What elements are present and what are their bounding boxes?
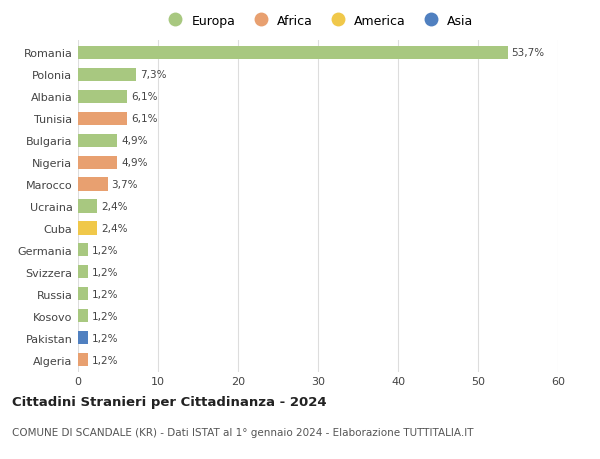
Text: 6,1%: 6,1% xyxy=(131,92,157,102)
Text: 2,4%: 2,4% xyxy=(101,224,128,234)
Text: 1,2%: 1,2% xyxy=(92,333,118,343)
Text: Cittadini Stranieri per Cittadinanza - 2024: Cittadini Stranieri per Cittadinanza - 2… xyxy=(12,395,326,408)
Text: 1,2%: 1,2% xyxy=(92,355,118,365)
Bar xyxy=(78,156,117,169)
Text: 3,7%: 3,7% xyxy=(112,179,138,190)
Text: 4,9%: 4,9% xyxy=(121,136,148,146)
Bar xyxy=(78,134,117,147)
Bar xyxy=(78,112,127,126)
Bar xyxy=(78,47,508,60)
Text: COMUNE DI SCANDALE (KR) - Dati ISTAT al 1° gennaio 2024 - Elaborazione TUTTITALI: COMUNE DI SCANDALE (KR) - Dati ISTAT al … xyxy=(12,427,473,437)
Bar xyxy=(78,244,88,257)
Bar xyxy=(78,287,88,301)
Text: 4,9%: 4,9% xyxy=(121,158,148,168)
Text: 7,3%: 7,3% xyxy=(140,70,167,80)
Text: 1,2%: 1,2% xyxy=(92,245,118,255)
Bar xyxy=(78,69,136,82)
Bar xyxy=(78,178,107,191)
Bar xyxy=(78,90,127,104)
Bar xyxy=(78,266,88,279)
Bar xyxy=(78,309,88,323)
Bar xyxy=(78,200,97,213)
Text: 2,4%: 2,4% xyxy=(101,202,128,212)
Bar xyxy=(78,222,97,235)
Bar xyxy=(78,331,88,344)
Text: 1,2%: 1,2% xyxy=(92,311,118,321)
Legend: Europa, Africa, America, Asia: Europa, Africa, America, Asia xyxy=(163,15,473,28)
Text: 6,1%: 6,1% xyxy=(131,114,157,124)
Text: 53,7%: 53,7% xyxy=(512,48,545,58)
Text: 1,2%: 1,2% xyxy=(92,289,118,299)
Text: 1,2%: 1,2% xyxy=(92,267,118,277)
Bar xyxy=(78,353,88,366)
